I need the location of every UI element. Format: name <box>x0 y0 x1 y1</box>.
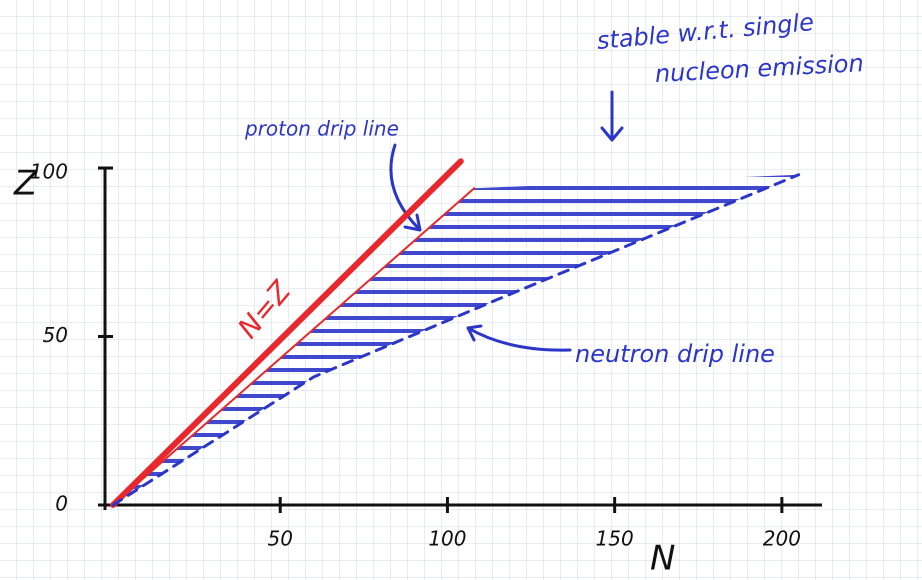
x-tick-label: 150 <box>596 527 634 551</box>
annotation: neutron drip line <box>575 340 775 368</box>
chart: 50100150200050100NZproton drip linestabl… <box>0 0 922 580</box>
x-tick-label: 200 <box>763 527 801 551</box>
y-axis-label: Z <box>13 164 38 204</box>
x-axis-label: N <box>650 539 675 579</box>
annotation: proton drip line <box>244 117 399 141</box>
y-tick-label: 0 <box>55 492 68 516</box>
x-tick-label: 50 <box>267 527 292 551</box>
y-tick-label: 50 <box>43 323 68 347</box>
x-tick-label: 100 <box>428 527 466 551</box>
